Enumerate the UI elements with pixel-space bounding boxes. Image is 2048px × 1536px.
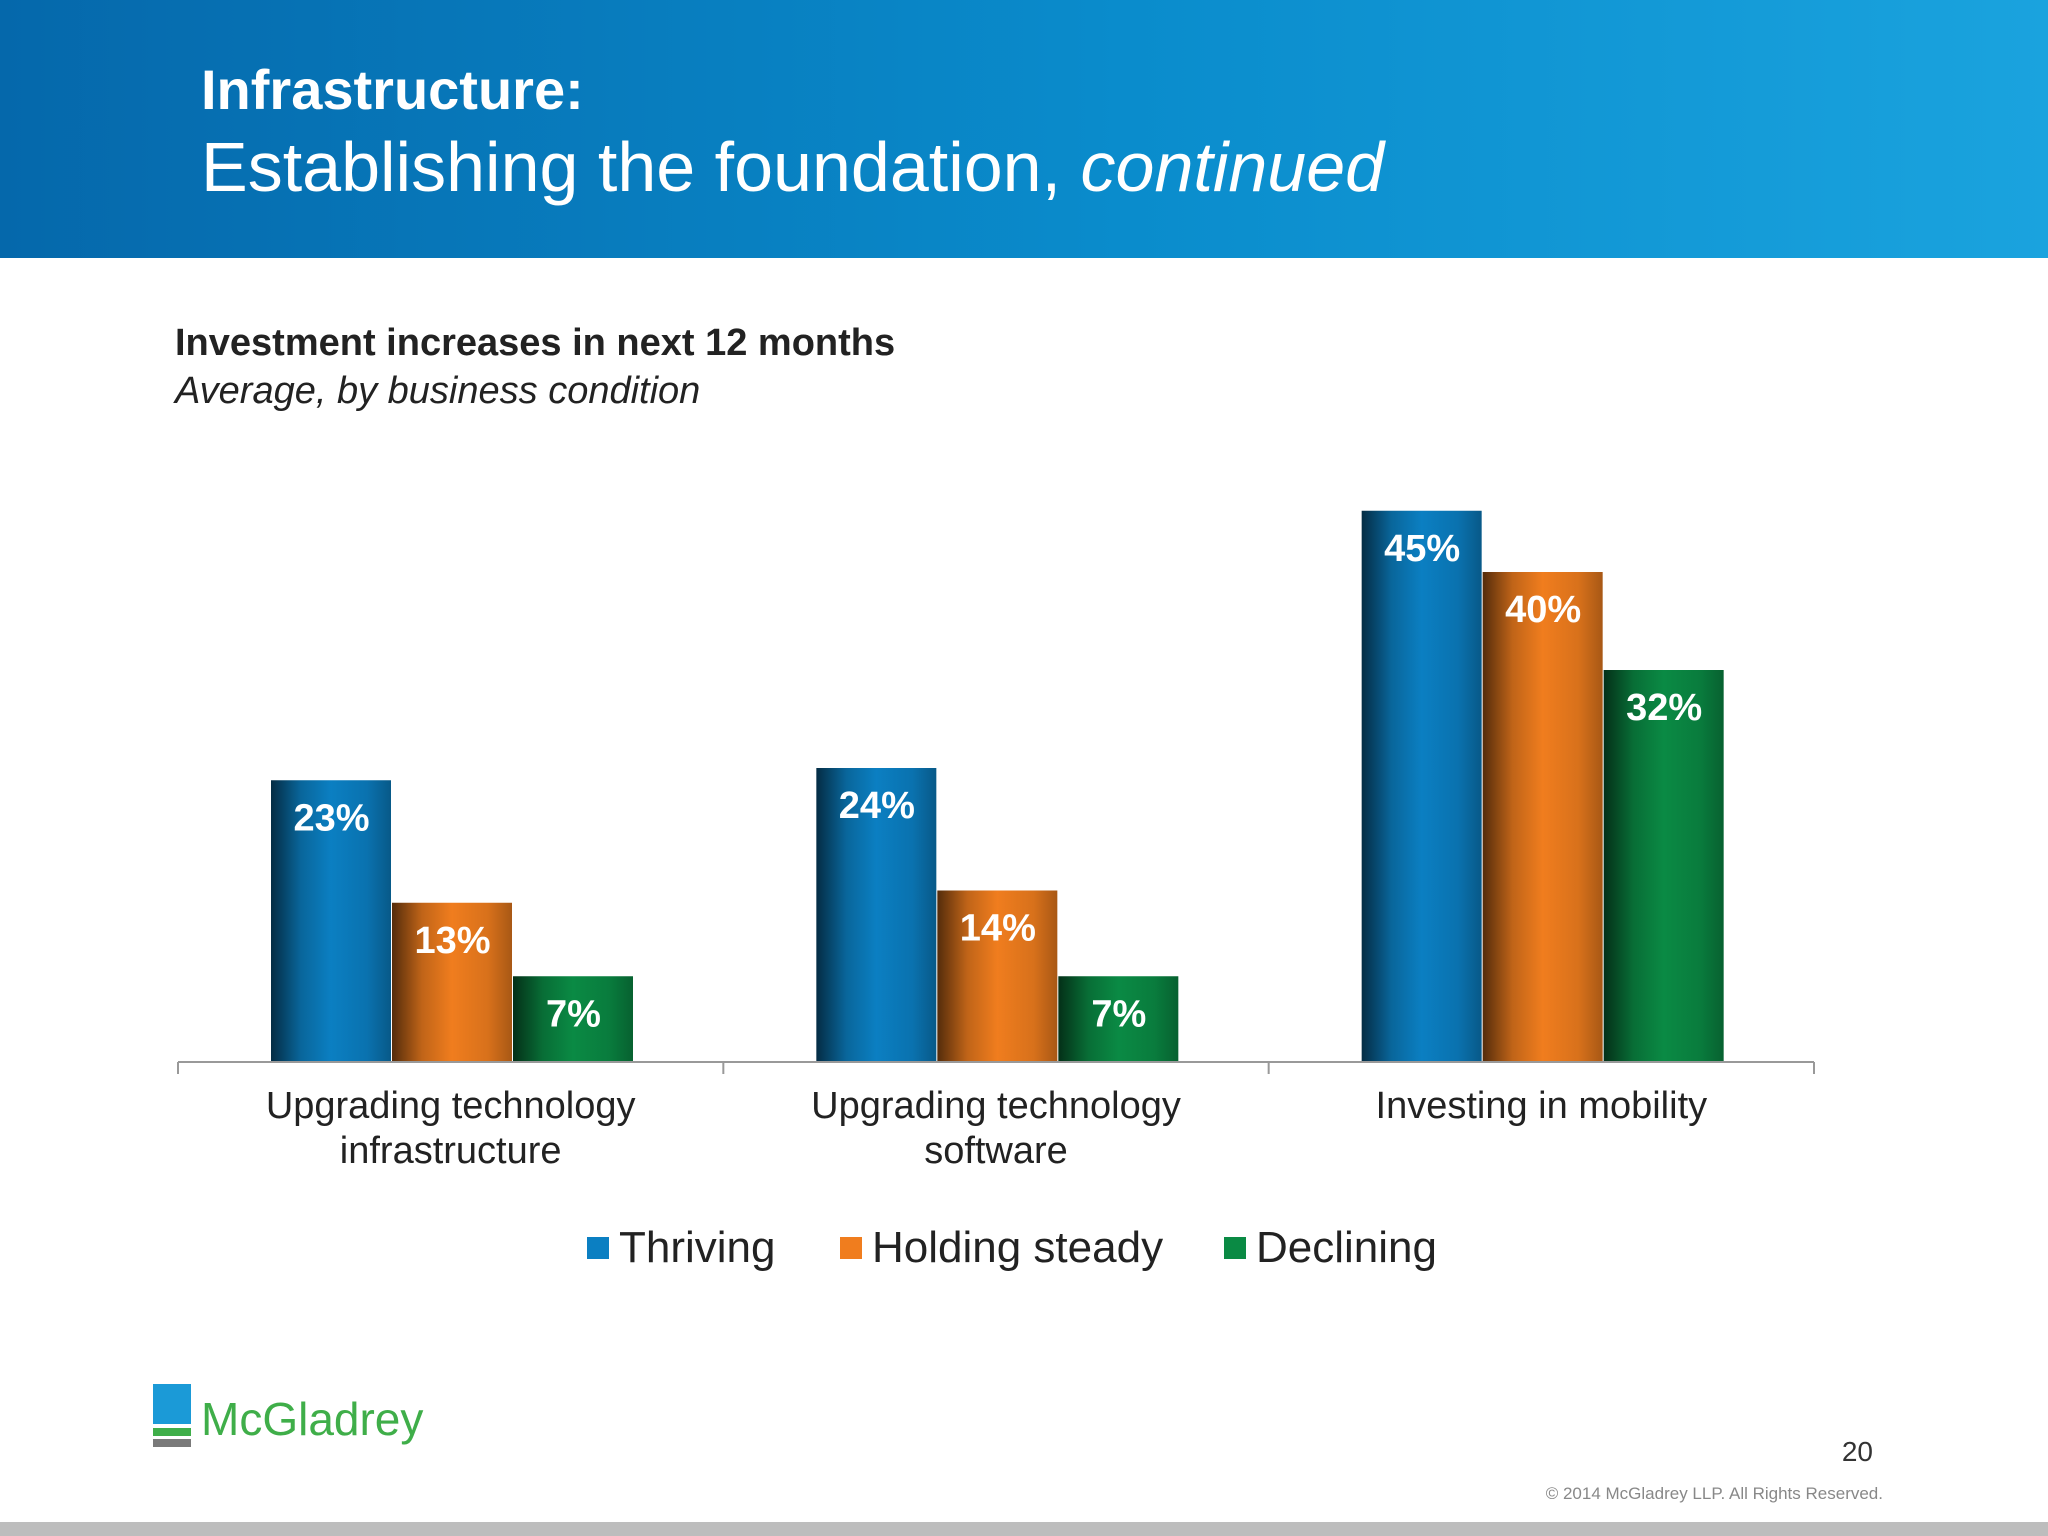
data-label: 40% bbox=[1505, 589, 1581, 631]
bar-thriving-1 bbox=[271, 780, 391, 1062]
company-logo: McGladrey bbox=[153, 1384, 453, 1448]
legend-item-holding-steady: Holding steady bbox=[840, 1220, 1163, 1276]
bar-chart: 23%13%7%Upgrading technologyinfrastructu… bbox=[177, 510, 1815, 1172]
data-label: 23% bbox=[293, 797, 369, 839]
bar-thriving-3 bbox=[1361, 510, 1482, 1062]
data-label: 45% bbox=[1384, 528, 1460, 570]
copyright-notice: © 2014 McGladrey LLP. All Rights Reserve… bbox=[1545, 1484, 1883, 1503]
logo-text: McGladrey bbox=[201, 1393, 424, 1445]
legend-swatch bbox=[587, 1237, 609, 1259]
legend-label: Thriving bbox=[619, 1223, 776, 1272]
data-label: 14% bbox=[960, 908, 1036, 950]
legend-item-thriving: Thriving bbox=[587, 1220, 776, 1276]
chart-axis bbox=[177, 1061, 1815, 1074]
category-label: infrastructure bbox=[340, 1130, 562, 1172]
chart-labels: 23%13%7%Upgrading technologyinfrastructu… bbox=[266, 528, 1707, 1172]
chart-bars bbox=[271, 510, 1724, 1062]
data-label: 32% bbox=[1626, 687, 1702, 729]
data-label: 24% bbox=[839, 785, 915, 827]
category-label: Upgrading technology bbox=[811, 1085, 1181, 1127]
chart-legend: Thriving Holding steady Declining bbox=[0, 1220, 2048, 1276]
chart-title: Investment increases in next 12 months bbox=[175, 322, 896, 364]
bar-holding-steady-1 bbox=[392, 902, 512, 1062]
footer-bar bbox=[0, 1522, 2048, 1536]
legend-swatch bbox=[1224, 1237, 1246, 1259]
category-label: software bbox=[924, 1130, 1068, 1172]
category-label: Investing in mobility bbox=[1376, 1085, 1708, 1127]
legend-swatch bbox=[840, 1237, 862, 1259]
slide-title-main: Establishing the foundation, bbox=[201, 128, 1081, 206]
data-label: 13% bbox=[414, 920, 490, 962]
data-label: 7% bbox=[546, 993, 601, 1035]
bar-declining-3 bbox=[1603, 670, 1724, 1062]
bar-holding-steady-2 bbox=[937, 890, 1058, 1062]
category-label: Upgrading technology bbox=[266, 1085, 636, 1127]
bar-thriving-2 bbox=[816, 768, 937, 1062]
slide-title-emphasis: continued bbox=[1080, 128, 1385, 206]
legend-label: Declining bbox=[1256, 1223, 1437, 1272]
bar-declining-1 bbox=[513, 976, 633, 1062]
logo-mark-icon bbox=[153, 1384, 191, 1448]
slide-kicker: Infrastructure: bbox=[201, 58, 584, 121]
legend-label: Holding steady bbox=[872, 1223, 1164, 1272]
bar-holding-steady-3 bbox=[1482, 572, 1603, 1062]
chart-subtitle: Average, by business condition bbox=[175, 370, 701, 412]
page-number: 20 bbox=[1841, 1436, 1873, 1467]
data-label: 7% bbox=[1091, 993, 1146, 1035]
slide-header: Infrastructure: Establishing the foundat… bbox=[0, 0, 2048, 258]
slide-title: Establishing the foundation, continued bbox=[201, 126, 1384, 208]
bar-declining-2 bbox=[1058, 976, 1179, 1062]
legend-item-declining: Declining bbox=[1224, 1220, 1437, 1276]
